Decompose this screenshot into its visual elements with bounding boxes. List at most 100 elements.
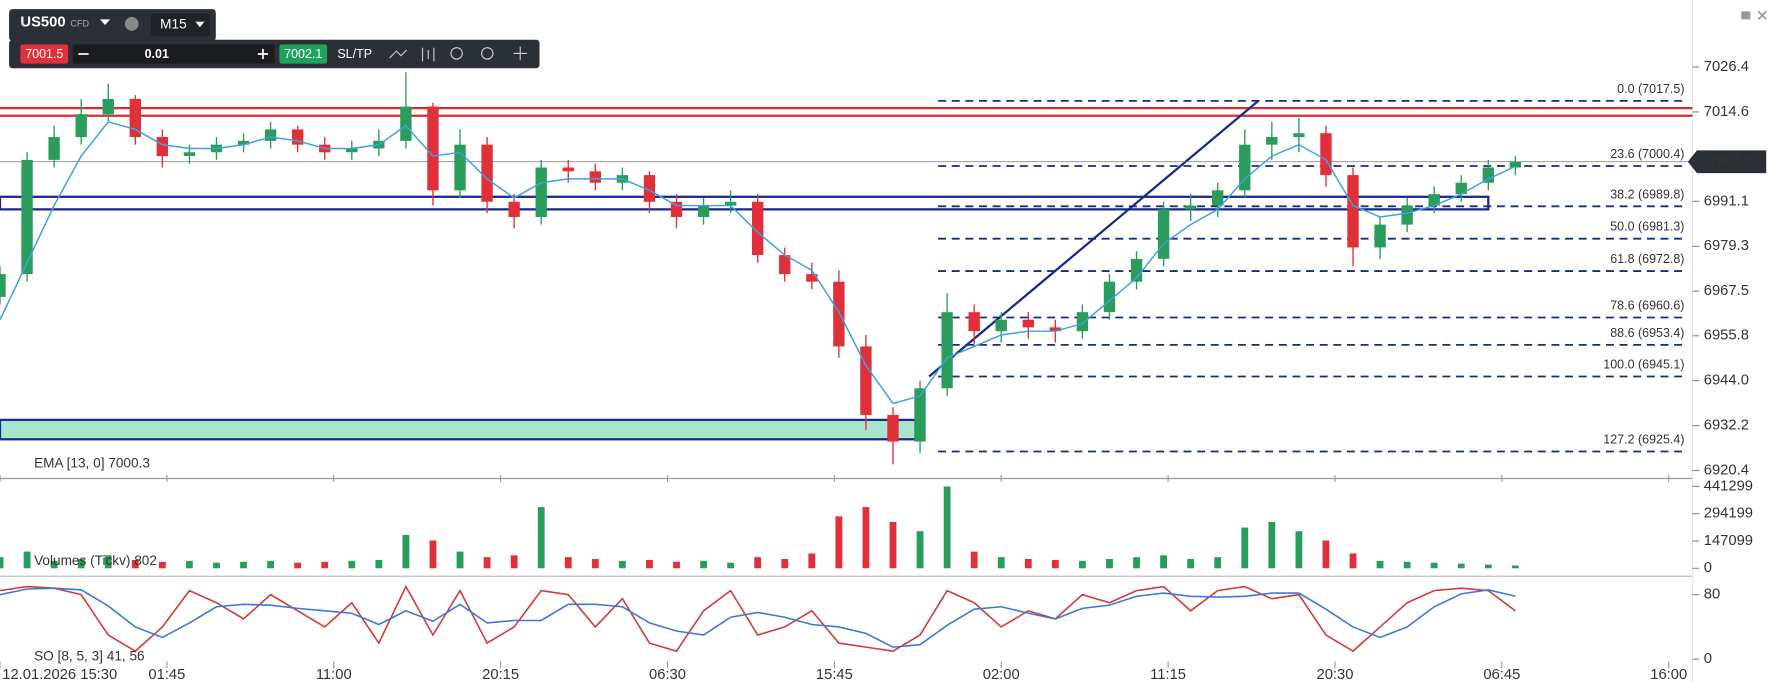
ema-line bbox=[0, 120, 1516, 405]
candles-icon[interactable] bbox=[421, 47, 435, 62]
y-tick-label: 6979.3 bbox=[1704, 238, 1749, 254]
volume-bar bbox=[700, 560, 707, 569]
candle-body bbox=[427, 106, 439, 191]
candle-body bbox=[1076, 312, 1089, 332]
x-tick-label: 11:15 bbox=[1150, 667, 1186, 683]
candle-body bbox=[291, 129, 304, 145]
volume-bar bbox=[1079, 560, 1086, 569]
lot-size[interactable]: 0.01 bbox=[145, 47, 169, 61]
volume-bar bbox=[1457, 563, 1465, 569]
indicator-label: Volumes (Tickv) 802 bbox=[34, 553, 157, 568]
sell-price[interactable]: 7001.5 bbox=[25, 47, 63, 61]
volume-bar bbox=[916, 531, 924, 569]
candle-body bbox=[1455, 182, 1467, 195]
timeframe-button[interactable] bbox=[151, 13, 211, 37]
y-tick-label: 6955.8 bbox=[1704, 328, 1749, 344]
candle-body bbox=[995, 319, 1007, 332]
lot-input[interactable] bbox=[72, 44, 275, 64]
candle-body bbox=[1103, 281, 1116, 313]
fib-label: 127.2 (6925.4) bbox=[1603, 432, 1684, 446]
x-tick-label: 20:15 bbox=[482, 667, 519, 683]
y-tick-label: 6944.0 bbox=[1704, 373, 1749, 389]
x-tick-label: 16:00 bbox=[1650, 667, 1687, 683]
candle-body bbox=[535, 167, 547, 217]
candle-body bbox=[1022, 319, 1034, 328]
buy-price[interactable]: 7002.1 bbox=[284, 47, 322, 61]
indicator-label: EMA [13, 0] 7000.3 bbox=[34, 455, 150, 470]
volume-bar bbox=[1403, 561, 1411, 569]
plot-layer: 7026.4 7014.6 6991.1 6979.3 6967.5 6955.8 6944… bbox=[0, 59, 1767, 683]
candle-body bbox=[1428, 194, 1440, 206]
candle-body bbox=[102, 98, 114, 115]
volume-bar bbox=[1051, 559, 1059, 569]
volume-bar bbox=[808, 553, 816, 569]
fib-label: 100.0 (6945.1) bbox=[1603, 357, 1684, 371]
indicator-label: SO [8, 5, 3] 41, 56 bbox=[34, 649, 145, 664]
close-icon[interactable] bbox=[1757, 10, 1767, 20]
candle-body bbox=[806, 274, 818, 282]
x-tick-label: 06:45 bbox=[1483, 667, 1520, 683]
candle-body bbox=[183, 152, 196, 157]
buy-button[interactable] bbox=[279, 44, 328, 64]
candle-body bbox=[48, 137, 60, 160]
candle-body bbox=[1239, 144, 1251, 191]
zoom-in-icon[interactable] bbox=[481, 47, 494, 60]
y-tick-label: 6932.2 bbox=[1704, 417, 1749, 433]
volume-bar bbox=[646, 559, 653, 569]
volume-bar bbox=[1322, 540, 1330, 569]
candle-body bbox=[1320, 133, 1332, 176]
y-tick-label: 0 bbox=[1704, 651, 1712, 667]
volume-bar bbox=[186, 560, 193, 569]
volume-bar bbox=[456, 551, 464, 569]
volume-bar bbox=[1024, 559, 1032, 569]
candle-body bbox=[752, 201, 764, 256]
symbol[interactable]: US500 bbox=[20, 15, 65, 31]
candle-body bbox=[1401, 205, 1413, 225]
candle-body bbox=[0, 274, 6, 297]
candle-body bbox=[697, 205, 710, 217]
volume-bar bbox=[1484, 564, 1492, 569]
volume-bar bbox=[1295, 531, 1303, 569]
candle-body bbox=[562, 167, 574, 172]
instrument-kind: CFD bbox=[70, 18, 89, 28]
volume-bar bbox=[240, 561, 247, 569]
candle-body bbox=[1212, 190, 1224, 206]
dropdown-arrow[interactable] bbox=[99, 19, 111, 26]
candle-body bbox=[129, 98, 141, 138]
move-icon[interactable] bbox=[513, 46, 528, 61]
candle-body bbox=[156, 137, 169, 157]
volume-bar bbox=[835, 516, 843, 569]
y-tick-label: 147099 bbox=[1704, 533, 1753, 549]
plus-button[interactable] bbox=[257, 48, 269, 60]
volume-bar bbox=[1376, 560, 1384, 569]
volume-bar bbox=[348, 560, 356, 569]
dropdown-arrow[interactable] bbox=[195, 21, 205, 28]
volume-bar bbox=[862, 507, 870, 569]
volume-bar bbox=[375, 559, 383, 569]
timeframe[interactable]: M15 bbox=[160, 17, 187, 32]
y-tick-label: 294199 bbox=[1704, 506, 1753, 522]
volume-bar bbox=[23, 551, 31, 569]
sell-button[interactable] bbox=[20, 44, 69, 64]
candle-body bbox=[237, 140, 250, 145]
zoom-out-icon[interactable] bbox=[450, 47, 463, 60]
toolbar: US500 CFD M15 7001.5 0.01 7002.1 SL/TP bbox=[9, 9, 540, 69]
indicator-icon[interactable] bbox=[389, 49, 408, 59]
volume-bar bbox=[321, 561, 329, 569]
sltp-button[interactable]: SL/TP bbox=[337, 47, 372, 61]
candle-body bbox=[454, 144, 466, 191]
candle-body bbox=[1293, 133, 1305, 138]
x-tick-label: 15:45 bbox=[816, 667, 853, 683]
volume-bar bbox=[104, 555, 112, 569]
info-icon[interactable] bbox=[124, 17, 139, 31]
candle-body bbox=[1482, 167, 1494, 183]
x-tick-label: 20:30 bbox=[1317, 667, 1354, 683]
window-icon[interactable] bbox=[1741, 11, 1751, 20]
candle-body bbox=[887, 414, 899, 442]
candle-body bbox=[941, 312, 953, 389]
candle-body bbox=[481, 144, 493, 202]
candle-body bbox=[400, 106, 412, 141]
candle-body bbox=[1130, 258, 1143, 282]
